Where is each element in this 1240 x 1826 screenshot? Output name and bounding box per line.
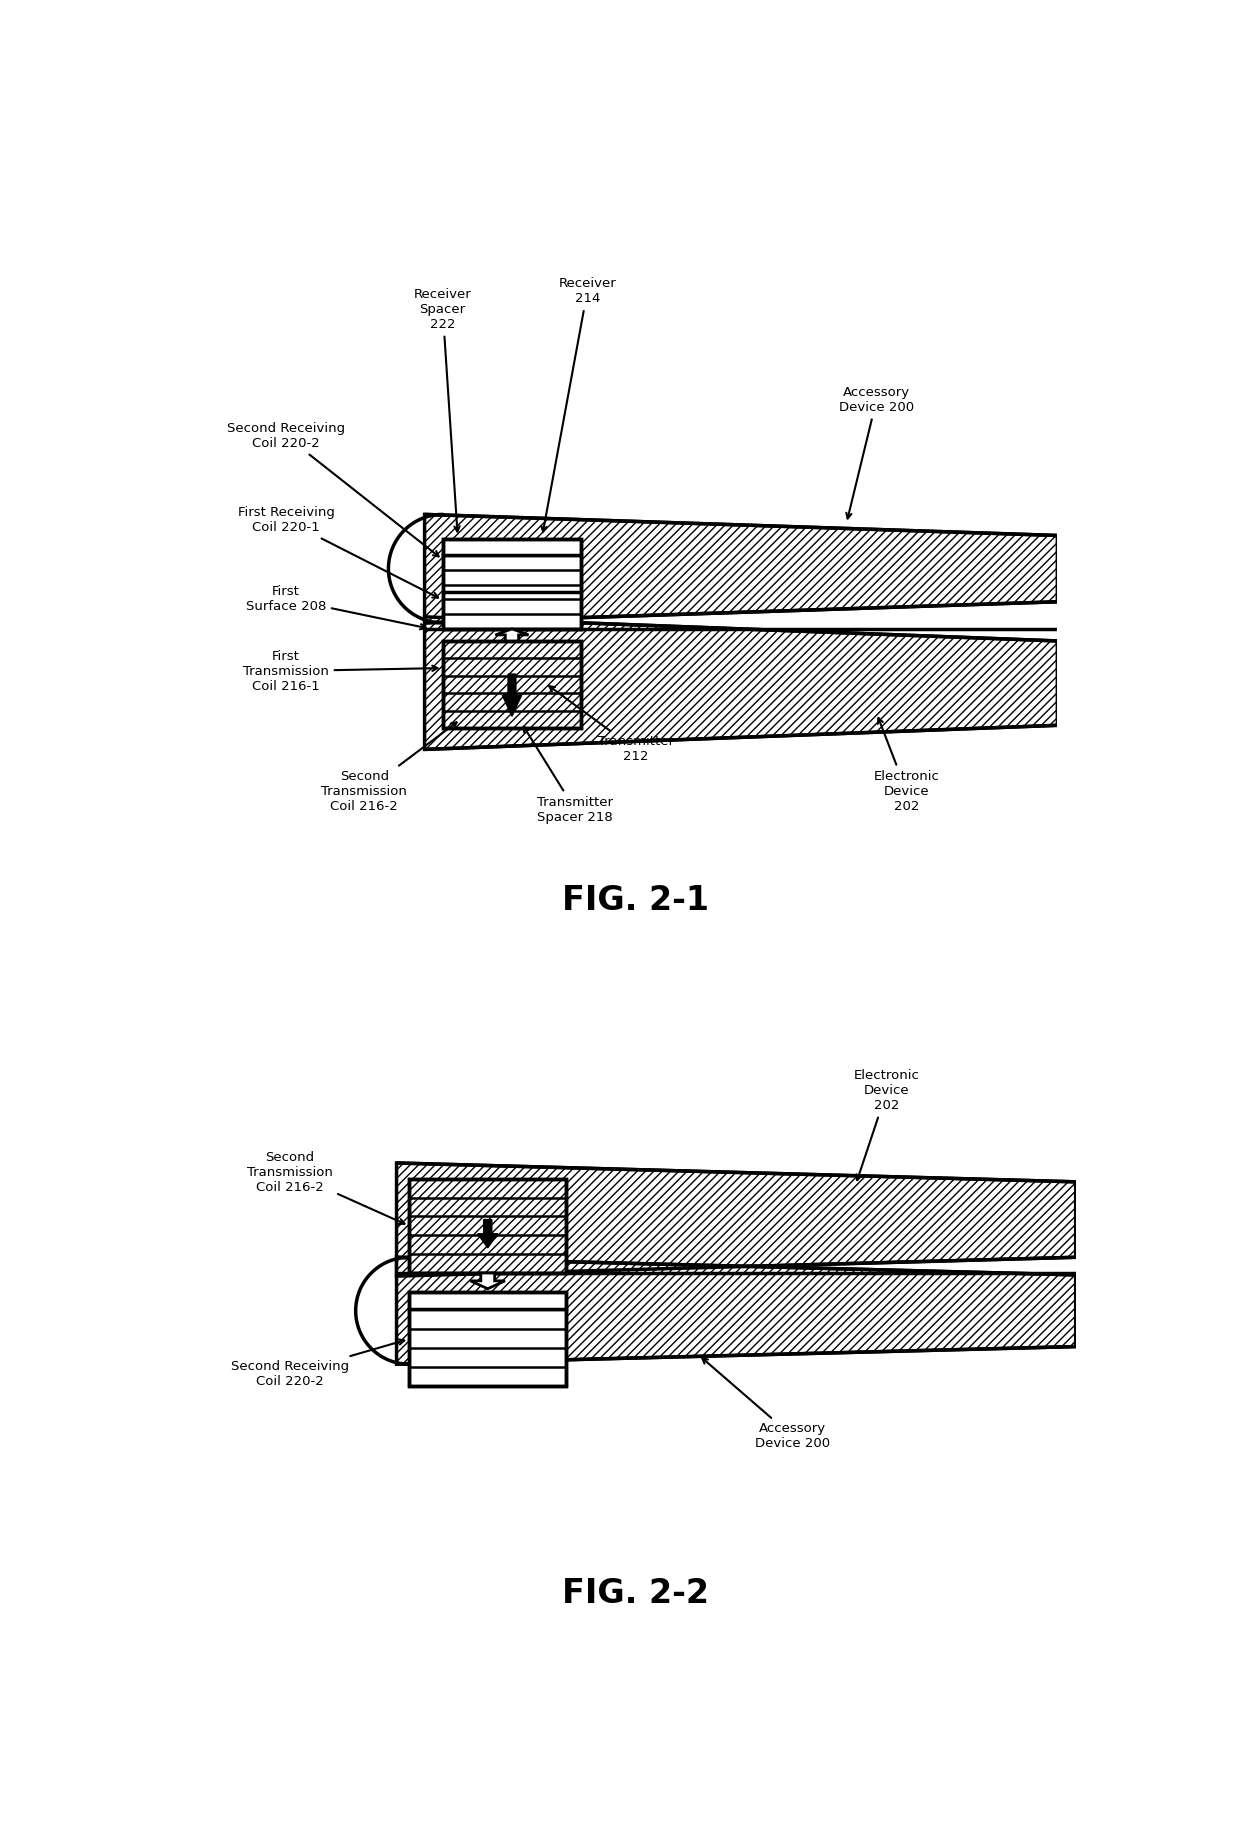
Text: Electronic
Device
202: Electronic Device 202: [854, 1070, 920, 1180]
Bar: [409, 1180, 567, 1273]
Polygon shape: [397, 1258, 1075, 1364]
Text: Transmitter
212: Transmitter 212: [549, 687, 673, 763]
Text: FIG. 2-1: FIG. 2-1: [562, 884, 709, 917]
Bar: [443, 539, 582, 555]
Text: FIG. 2-2: FIG. 2-2: [562, 1578, 709, 1611]
Text: First Receiving
Coil 220-1: First Receiving Coil 220-1: [238, 506, 438, 597]
Polygon shape: [496, 628, 528, 641]
Text: Accessory
Device 200: Accessory Device 200: [702, 1359, 831, 1450]
Text: First
Surface 208: First Surface 208: [246, 584, 425, 630]
Polygon shape: [470, 1273, 505, 1289]
Bar: [443, 555, 582, 628]
Polygon shape: [424, 515, 1058, 623]
Bar: [443, 641, 582, 729]
Text: Second
Transmission
Coil 216-2: Second Transmission Coil 216-2: [247, 1150, 404, 1223]
Bar: [409, 1309, 567, 1386]
Bar: [409, 1291, 567, 1309]
Text: Electronic
Device
202: Electronic Device 202: [874, 718, 940, 813]
Bar: [443, 641, 582, 729]
Text: Second Receiving
Coil 220-2: Second Receiving Coil 220-2: [231, 1340, 404, 1388]
Text: Transmitter
Spacer 218: Transmitter Spacer 218: [523, 727, 614, 824]
Text: Second
Transmission
Coil 216-2: Second Transmission Coil 216-2: [321, 723, 456, 813]
Bar: [409, 1291, 567, 1386]
Text: Receiver
Spacer
222: Receiver Spacer 222: [414, 289, 471, 531]
Text: Second Receiving
Coil 220-2: Second Receiving Coil 220-2: [227, 422, 439, 557]
Polygon shape: [502, 674, 522, 716]
Bar: [409, 1180, 567, 1273]
Text: Receiver
214: Receiver 214: [542, 278, 616, 531]
Bar: [443, 539, 582, 628]
Text: Accessory
Device 200: Accessory Device 200: [839, 385, 914, 519]
Polygon shape: [397, 1163, 1075, 1276]
Text: First
Transmission
Coil 216-1: First Transmission Coil 216-1: [243, 650, 438, 692]
Polygon shape: [424, 617, 1058, 749]
Polygon shape: [477, 1220, 497, 1247]
